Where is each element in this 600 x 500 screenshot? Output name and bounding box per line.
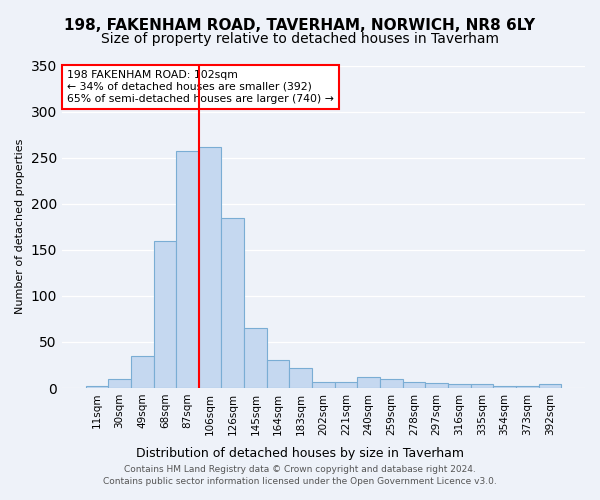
Bar	[539, 384, 561, 388]
Bar	[448, 384, 470, 388]
Bar	[267, 360, 289, 388]
Text: Contains HM Land Registry data © Crown copyright and database right 2024.: Contains HM Land Registry data © Crown c…	[124, 466, 476, 474]
Bar	[516, 386, 539, 388]
Y-axis label: Number of detached properties: Number of detached properties	[15, 139, 25, 314]
Bar	[108, 379, 131, 388]
Bar	[289, 368, 312, 388]
Bar	[199, 146, 221, 388]
Bar	[154, 240, 176, 388]
Text: Distribution of detached houses by size in Taverham: Distribution of detached houses by size …	[136, 448, 464, 460]
Bar	[425, 384, 448, 388]
Bar	[244, 328, 267, 388]
Bar	[131, 356, 154, 388]
Bar	[176, 151, 199, 388]
Bar	[470, 384, 493, 388]
Bar	[380, 379, 403, 388]
Text: 198 FAKENHAM ROAD: 102sqm
← 34% of detached houses are smaller (392)
65% of semi: 198 FAKENHAM ROAD: 102sqm ← 34% of detac…	[67, 70, 334, 104]
Text: Size of property relative to detached houses in Taverham: Size of property relative to detached ho…	[101, 32, 499, 46]
Bar	[312, 382, 335, 388]
Bar	[358, 377, 380, 388]
Text: 198, FAKENHAM ROAD, TAVERHAM, NORWICH, NR8 6LY: 198, FAKENHAM ROAD, TAVERHAM, NORWICH, N…	[64, 18, 536, 32]
Bar	[403, 382, 425, 388]
Bar	[221, 218, 244, 388]
Bar	[86, 386, 108, 388]
Bar	[493, 386, 516, 388]
Bar	[335, 382, 358, 388]
Text: Contains public sector information licensed under the Open Government Licence v3: Contains public sector information licen…	[103, 476, 497, 486]
